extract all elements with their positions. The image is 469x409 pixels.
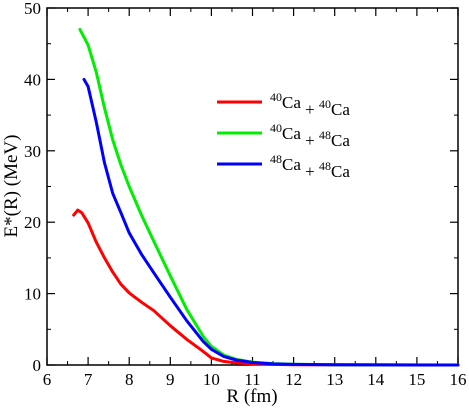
y-tick-label: 0 [33, 356, 42, 375]
x-tick-label: 10 [203, 370, 220, 389]
x-tick-label: 6 [43, 370, 52, 389]
y-axis-title: E*(R) (MeV) [1, 135, 22, 238]
x-tick-label: 14 [367, 370, 385, 389]
series-line-3 [82, 77, 460, 367]
series-line-2 [78, 27, 460, 367]
series-line-1 [72, 208, 460, 367]
x-tick-label: 9 [166, 370, 175, 389]
series-lines [72, 27, 460, 367]
axis-ticks [46, 7, 459, 366]
legend-label-1: 40Ca + 40Ca [270, 90, 350, 119]
y-tick-label: 40 [24, 70, 41, 89]
y-tick-label: 20 [24, 213, 41, 232]
x-tick-label: 13 [326, 370, 343, 389]
plot-area-frame [46, 7, 459, 366]
x-tick-label: 15 [408, 370, 425, 389]
x-axis-title: R (fm) [226, 386, 277, 407]
y-tick-label: 10 [24, 285, 41, 304]
legend-label-3: 48Ca + 48Ca [270, 152, 350, 181]
legend-label-2: 40Ca + 48Ca [270, 121, 350, 150]
x-tick-label: 11 [244, 370, 260, 389]
x-tick-label: 16 [450, 370, 467, 389]
x-tick-label: 8 [125, 370, 134, 389]
x-tick-label: 7 [84, 370, 93, 389]
x-tick-label: 12 [285, 370, 302, 389]
y-tick-label: 50 [24, 0, 41, 18]
tick-labels: 6 7 8 9 10 11 12 13 14 15 16 0 10 20 30 40 50 [24, 0, 467, 389]
y-tick-label: 30 [24, 142, 41, 161]
